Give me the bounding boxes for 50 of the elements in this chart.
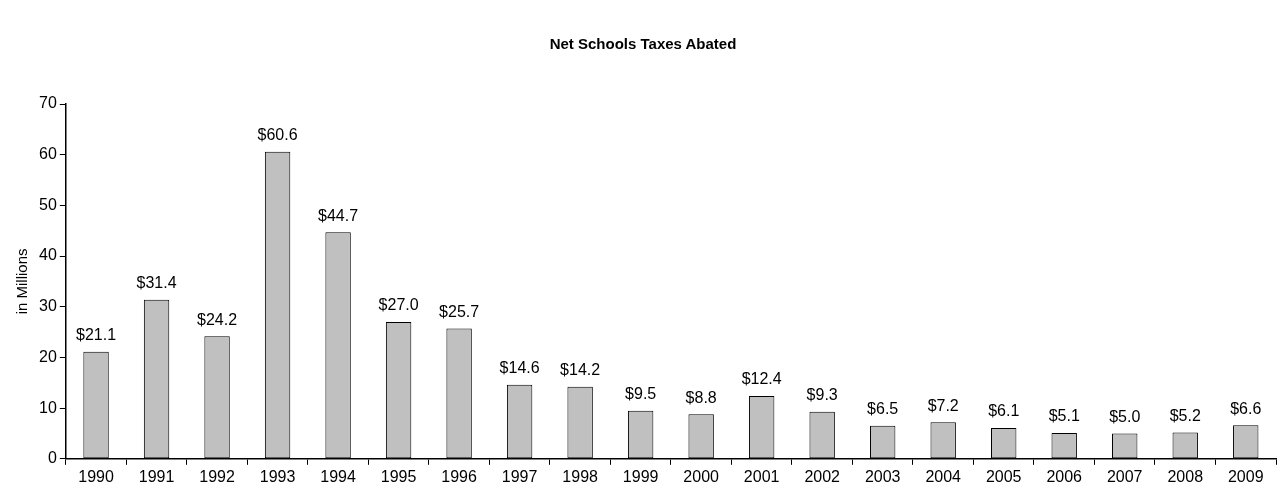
x-tick-label: 2008 — [1167, 467, 1204, 485]
x-tick-label: 2009 — [1227, 467, 1264, 485]
x-tick-label: 2000 — [683, 467, 720, 485]
x-tick-label: 1999 — [622, 467, 659, 485]
x-tick-label: 2006 — [1046, 467, 1083, 485]
x-tick-label: 1993 — [259, 467, 296, 485]
y-tick-label: 30 — [39, 297, 57, 315]
data-label: $6.5 — [867, 400, 899, 418]
data-label: $6.1 — [988, 402, 1020, 420]
data-label: $44.7 — [318, 206, 359, 224]
data-label: $31.4 — [136, 274, 177, 292]
data-label: $60.6 — [257, 126, 298, 144]
y-tick-label: 70 — [39, 94, 57, 112]
data-label: $8.8 — [685, 388, 717, 406]
data-label: $5.2 — [1169, 406, 1201, 424]
data-label: $6.6 — [1230, 399, 1262, 417]
x-tick-label: 2001 — [743, 467, 780, 485]
x-tick-label: 1998 — [562, 467, 599, 485]
chart-title: Net Schools Taxes Abated — [549, 35, 737, 53]
y-tick-label: 0 — [47, 449, 57, 467]
data-label: $12.4 — [741, 370, 782, 388]
x-tick-label: 2007 — [1106, 467, 1143, 485]
data-label: $27.0 — [378, 296, 419, 314]
y-tick-label: 20 — [39, 347, 57, 365]
y-tick-label: 40 — [39, 246, 57, 264]
x-tick-label: 1990 — [78, 467, 114, 485]
data-label: $14.6 — [499, 359, 540, 377]
data-label: $24.2 — [197, 310, 238, 328]
x-tick-label: 2002 — [804, 467, 841, 485]
data-label: $25.7 — [439, 302, 480, 320]
data-label: $21.1 — [76, 326, 117, 344]
x-tick-label: 1992 — [199, 467, 235, 485]
y-tick-label: 60 — [39, 145, 57, 163]
y-tick-label: 50 — [39, 195, 57, 213]
data-label: $7.2 — [927, 396, 959, 414]
x-tick-label: 2004 — [925, 467, 962, 485]
x-tick-label: 2005 — [985, 467, 1022, 485]
y-tick-label: 10 — [39, 398, 57, 416]
x-tick-label: 1995 — [380, 467, 417, 485]
x-tick-label: 2003 — [864, 467, 901, 485]
x-tick-label: 1997 — [501, 467, 538, 485]
data-label: $9.3 — [806, 386, 838, 404]
data-label: $5.0 — [1109, 407, 1141, 425]
data-label: $14.2 — [560, 361, 601, 379]
x-tick-label: 1991 — [138, 467, 175, 485]
x-tick-label: 1996 — [441, 467, 478, 485]
x-tick-label: 1994 — [320, 467, 356, 485]
data-label: $5.1 — [1048, 407, 1080, 425]
data-label: $9.5 — [625, 385, 657, 403]
y-axis-title: in Millions — [13, 248, 31, 315]
